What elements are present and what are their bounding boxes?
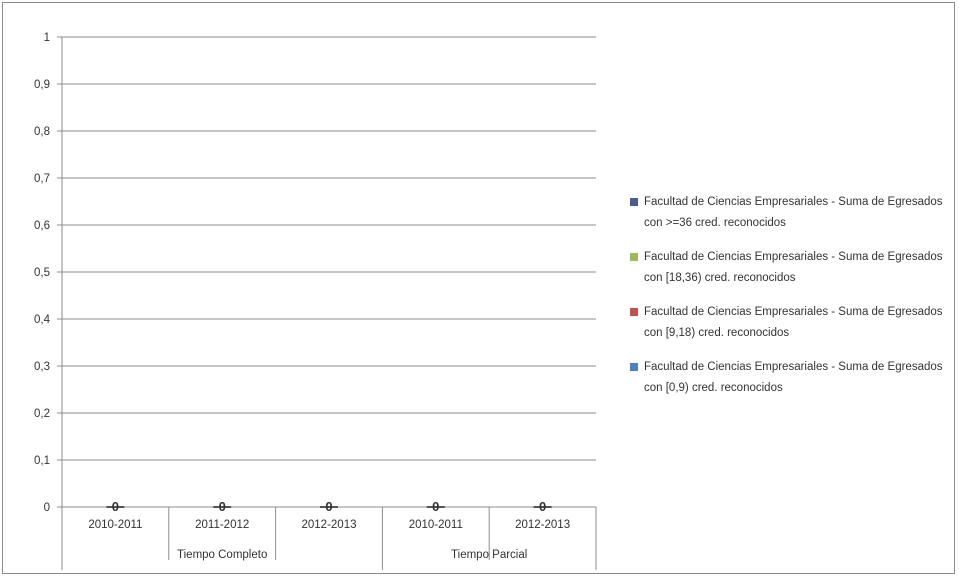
legend-item: Facultad de Ciencias Empresariales - Sum… (630, 247, 948, 289)
axes (57, 36, 597, 570)
y-tick-label: 0,4 (34, 314, 51, 326)
y-tick-label: 0 (44, 502, 50, 514)
legend-swatch (630, 198, 638, 206)
x-category-label: 2010-2011 (409, 519, 463, 531)
x-axis-groups: Tiempo Completo Tiempo Parcial (177, 549, 527, 561)
y-tick-label: 1 (44, 32, 50, 44)
x-category-label: 2011-2012 (195, 519, 249, 531)
legend-label: Facultad de Ciencias Empresariales - Sum… (644, 306, 943, 339)
y-tick-label: 0,1 (34, 455, 50, 467)
gridlines (62, 36, 596, 508)
legend-item: Facultad de Ciencias Empresariales - Sum… (630, 302, 948, 344)
legend-swatch (630, 363, 638, 371)
y-tick-label: 0,5 (34, 267, 50, 279)
y-tick-label: 0,6 (34, 220, 50, 232)
data-label: 0 (432, 499, 439, 514)
data-labels: 0 0 0 0 0 (106, 499, 552, 514)
legend-label: Facultad de Ciencias Empresariales - Sum… (644, 196, 943, 229)
y-tick-label: 0,9 (34, 79, 50, 91)
data-label: 0 (112, 499, 119, 514)
x-category-label: 2012-2013 (302, 519, 357, 531)
legend-swatch (630, 253, 638, 261)
y-axis-ticks: 1 0,9 0,8 0,7 0,6 0,5 0,4 0,3 0,2 0,1 0 (34, 32, 51, 514)
x-group-label: Tiempo Parcial (451, 549, 527, 561)
x-group-label: Tiempo Completo (177, 549, 267, 561)
x-axis-categories: 2010-2011 2011-2012 2012-2013 2010-2011 2012… (88, 519, 570, 531)
y-tick-label: 0,8 (34, 126, 50, 138)
legend-swatch (630, 308, 638, 316)
legend: Facultad de Ciencias Empresariales - Sum… (630, 192, 948, 412)
y-tick-label: 0,3 (34, 361, 50, 373)
data-label: 0 (325, 499, 332, 514)
data-label: 0 (539, 499, 546, 514)
y-tick-label: 0,2 (34, 408, 50, 420)
legend-item: Facultad de Ciencias Empresariales - Sum… (630, 357, 948, 399)
x-category-label: 2012-2013 (515, 519, 570, 531)
legend-label: Facultad de Ciencias Empresariales - Sum… (644, 251, 943, 284)
legend-item: Facultad de Ciencias Empresariales - Sum… (630, 192, 948, 234)
x-category-label: 2010-2011 (88, 519, 142, 531)
legend-label: Facultad de Ciencias Empresariales - Sum… (644, 361, 943, 394)
data-label: 0 (219, 499, 226, 514)
y-tick-label: 0,7 (34, 173, 50, 185)
